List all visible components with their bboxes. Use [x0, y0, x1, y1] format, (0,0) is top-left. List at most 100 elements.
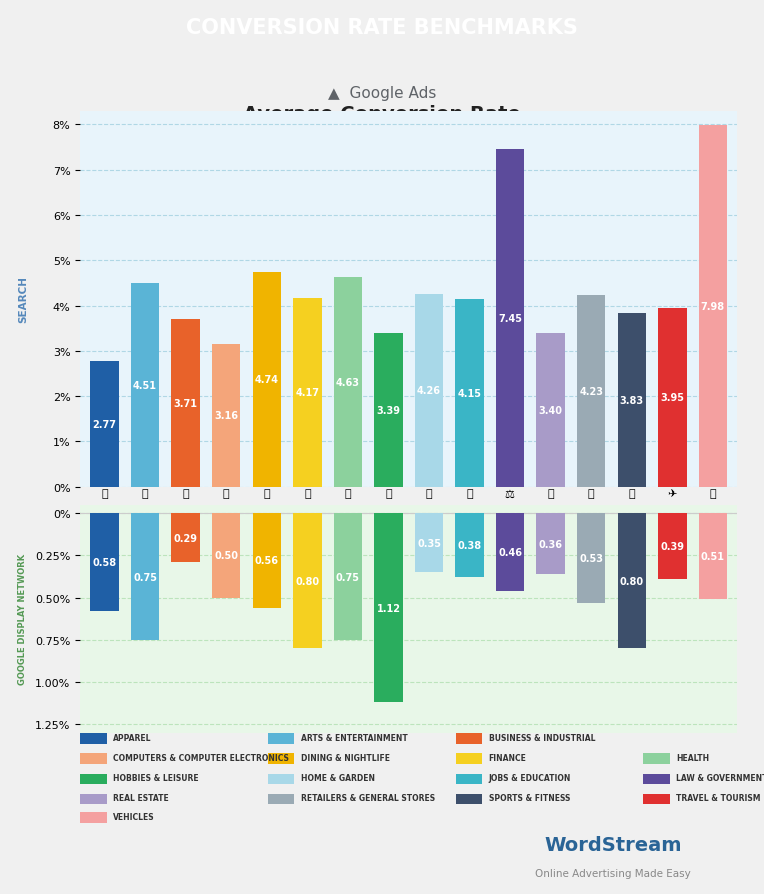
Text: WordStream: WordStream: [544, 835, 681, 854]
Text: 3.71: 3.71: [173, 399, 198, 409]
Bar: [455, 794, 482, 805]
Bar: [268, 773, 294, 784]
Bar: [496, 513, 524, 591]
Bar: [658, 513, 687, 579]
Text: 0.46: 0.46: [498, 547, 522, 557]
Text: 4.51: 4.51: [133, 380, 157, 390]
Bar: [699, 126, 727, 487]
Bar: [374, 333, 403, 487]
Text: RETAILERS & GENERAL STORES: RETAILERS & GENERAL STORES: [301, 793, 435, 803]
Text: 0.75: 0.75: [133, 572, 157, 582]
Text: 0.39: 0.39: [660, 542, 685, 552]
Text: ➕: ➕: [345, 489, 351, 499]
Text: 4.15: 4.15: [458, 388, 481, 399]
Bar: [253, 513, 281, 608]
Text: 4.23: 4.23: [579, 386, 604, 397]
Bar: [80, 794, 106, 805]
Text: ⚽: ⚽: [629, 489, 635, 499]
Bar: [293, 299, 322, 487]
Text: DINING & NIGHTLIFE: DINING & NIGHTLIFE: [301, 753, 390, 763]
Bar: [374, 513, 403, 703]
Text: JOBS & EDUCATION: JOBS & EDUCATION: [488, 773, 571, 782]
Bar: [455, 733, 482, 744]
Text: ✈: ✈: [668, 489, 677, 499]
Text: 👕: 👕: [102, 489, 108, 499]
Bar: [536, 513, 565, 574]
Text: 3.40: 3.40: [539, 405, 563, 416]
Text: CONVERSION RATE BENCHMARKS: CONVERSION RATE BENCHMARKS: [186, 18, 578, 38]
Text: HEALTH: HEALTH: [676, 753, 710, 763]
Bar: [80, 733, 106, 744]
Bar: [131, 513, 160, 640]
Bar: [253, 273, 281, 487]
Bar: [617, 513, 646, 649]
Bar: [415, 294, 443, 487]
Bar: [268, 754, 294, 764]
Text: 3.16: 3.16: [214, 410, 238, 421]
Bar: [268, 794, 294, 805]
Text: 4.17: 4.17: [296, 388, 319, 398]
Text: BUSINESS & INDUSTRIAL: BUSINESS & INDUSTRIAL: [488, 733, 595, 742]
Bar: [334, 513, 362, 640]
Text: 2.77: 2.77: [92, 419, 117, 430]
Text: 0.29: 0.29: [173, 533, 198, 543]
Text: COMPUTERS & COMPUTER ELECTRONICS: COMPUTERS & COMPUTER ELECTRONICS: [113, 753, 289, 763]
Bar: [643, 794, 670, 805]
Text: 4.74: 4.74: [254, 375, 279, 385]
Bar: [293, 513, 322, 649]
Bar: [643, 754, 670, 764]
Text: 0.58: 0.58: [92, 558, 117, 568]
Text: The average conversion rate in Google Ads across all industries is 4.40% on
the : The average conversion rate in Google Ad…: [157, 121, 607, 149]
Text: 💰: 💰: [304, 489, 311, 499]
Bar: [415, 513, 443, 573]
Text: 0.35: 0.35: [417, 538, 441, 548]
Text: Online Advertising Made Easy: Online Advertising Made Easy: [535, 867, 691, 878]
Bar: [643, 773, 670, 784]
Text: 4.26: 4.26: [417, 386, 441, 396]
Bar: [268, 733, 294, 744]
Text: 3.83: 3.83: [620, 396, 644, 406]
Text: ▲  Google Ads: ▲ Google Ads: [328, 86, 436, 101]
Text: ⚖️: ⚖️: [505, 489, 515, 499]
Bar: [131, 283, 160, 487]
Bar: [80, 773, 106, 784]
Bar: [577, 513, 605, 603]
Text: 💻: 💻: [223, 489, 229, 499]
Text: 🐛: 🐛: [385, 489, 392, 499]
Text: HOBBIES & LEISURE: HOBBIES & LEISURE: [113, 773, 199, 782]
Text: GOOGLE DISPLAY NETWORK: GOOGLE DISPLAY NETWORK: [18, 553, 28, 685]
Bar: [90, 362, 118, 487]
Bar: [455, 754, 482, 764]
Text: 🌷: 🌷: [426, 489, 432, 499]
Bar: [699, 513, 727, 600]
Bar: [455, 513, 484, 578]
Text: 4.63: 4.63: [336, 377, 360, 387]
Text: 🎨: 🎨: [142, 489, 148, 499]
Text: 0.53: 0.53: [579, 553, 604, 563]
Bar: [90, 513, 118, 611]
Text: 7.45: 7.45: [498, 314, 522, 324]
Text: 3.95: 3.95: [660, 392, 685, 403]
Text: 0.56: 0.56: [254, 556, 279, 566]
Bar: [171, 319, 200, 487]
Text: 1.12: 1.12: [377, 603, 400, 613]
Text: ARTS & ENTERTAINMENT: ARTS & ENTERTAINMENT: [301, 733, 407, 742]
Text: SPORTS & FITNESS: SPORTS & FITNESS: [488, 793, 570, 803]
Bar: [80, 754, 106, 764]
Text: 🏭: 🏭: [183, 489, 189, 499]
Text: 0.50: 0.50: [214, 551, 238, 561]
Bar: [455, 773, 482, 784]
Text: 0.51: 0.51: [701, 552, 725, 561]
Bar: [171, 513, 200, 562]
Text: SEARCH: SEARCH: [18, 276, 28, 323]
Text: 🍴: 🍴: [264, 489, 270, 499]
Bar: [536, 333, 565, 487]
Text: 7.98: 7.98: [701, 302, 725, 312]
Text: APPAREL: APPAREL: [113, 733, 151, 742]
Text: 🎓: 🎓: [466, 489, 473, 499]
Bar: [658, 308, 687, 487]
Text: LAW & GOVERNMENT: LAW & GOVERNMENT: [676, 773, 764, 782]
Bar: [617, 314, 646, 487]
Text: TRAVEL & TOURISM: TRAVEL & TOURISM: [676, 793, 761, 803]
Text: Average Conversion Rate: Average Conversion Rate: [243, 105, 521, 123]
